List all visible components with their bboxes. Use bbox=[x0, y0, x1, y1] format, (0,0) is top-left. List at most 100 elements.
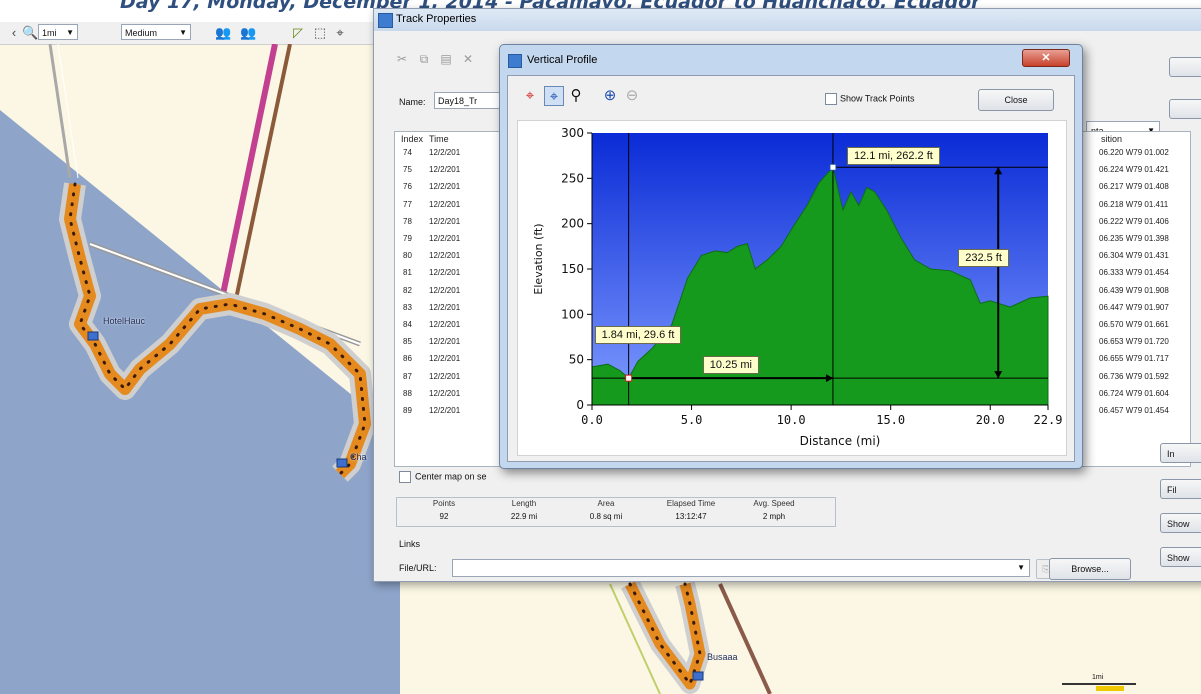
row-time: 12/2/201 bbox=[429, 320, 461, 329]
people-icon[interactable]: 👥 bbox=[215, 25, 232, 40]
min-point-callout: 1.84 mi, 29.6 ft bbox=[594, 326, 682, 345]
side-button-show-2[interactable]: Show bbox=[1160, 547, 1201, 567]
row-index: 82 bbox=[403, 285, 412, 295]
elevation-chart-svg: 0 50 100 150 200 250 300 0.0 5.0 10.0 15.0 20.0 22.9… bbox=[532, 126, 1062, 448]
route-tool-icon[interactable]: ⌖ bbox=[336, 25, 344, 40]
elevation-chart[interactable]: 0 50 100 150 200 250 300 0.0 5.0 10.0 15.0 20.0 22.9… bbox=[517, 120, 1067, 456]
col-header-time[interactable]: Time bbox=[429, 134, 449, 144]
side-button-show-1[interactable]: Show bbox=[1160, 513, 1201, 533]
row-index: 74 bbox=[403, 148, 412, 157]
zoom-select-icon[interactable]: ⚲ bbox=[570, 87, 582, 104]
row-index: 77 bbox=[403, 199, 412, 209]
y-tick-label: 200 bbox=[561, 217, 584, 231]
waypoint-label-busaaa[interactable]: Busaaa bbox=[707, 652, 738, 662]
track-stats: Points 92 Length 22.9 mi Area 0.8 sq mi Elapse… bbox=[396, 497, 836, 527]
table-row[interactable]: 74 12/2/201 06.220 W79 01.002 bbox=[395, 148, 1190, 161]
side-button-in[interactable]: In bbox=[1160, 443, 1201, 463]
table-row[interactable]: 81 12/2/201 06.333 W79 01.454 bbox=[395, 268, 1190, 281]
detail-select-value: Medium bbox=[125, 28, 158, 38]
row-index: 85 bbox=[403, 337, 412, 347]
col-header-position[interactable]: sition bbox=[1101, 134, 1123, 144]
x-tick-label: 5.0 bbox=[681, 413, 703, 427]
row-position: 06.304 W79 01.431 bbox=[1099, 251, 1169, 261]
zoom-out-icon[interactable]: ⊖ bbox=[625, 87, 639, 104]
side-button-fil[interactable]: Fil bbox=[1160, 479, 1201, 499]
row-time: 12/2/201 bbox=[429, 406, 461, 415]
table-row[interactable]: 89 12/2/201 06.457 W79 01.454 bbox=[395, 406, 1190, 419]
table-row[interactable]: 87 12/2/201 06.736 W79 01.592 bbox=[395, 372, 1190, 385]
elevation-callout: 232.5 ft bbox=[958, 248, 1009, 267]
copy-icon[interactable]: ⧉ bbox=[419, 52, 429, 66]
track-properties-titlebar[interactable]: Track Properties bbox=[374, 9, 1201, 31]
elevation-arrow-head-top bbox=[994, 167, 1003, 175]
table-row[interactable]: 83 12/2/201 06.447 W79 01.907 bbox=[395, 303, 1190, 316]
zoom-icon[interactable]: 🔍 bbox=[22, 25, 39, 40]
row-index: 80 bbox=[403, 251, 412, 261]
table-row[interactable]: 76 12/2/201 06.217 W79 01.408 bbox=[395, 182, 1190, 195]
col-header-index[interactable]: Index bbox=[401, 134, 424, 144]
row-index: 89 bbox=[403, 406, 412, 415]
show-track-points-checkbox[interactable] bbox=[825, 93, 837, 105]
side-button-top-1[interactable] bbox=[1169, 57, 1201, 77]
center-map-label: Center map on se bbox=[415, 471, 487, 482]
y-tick-label: 150 bbox=[561, 262, 584, 276]
close-button[interactable]: Close bbox=[978, 89, 1054, 111]
vertical-profile-window: Vertical Profile ✕ ⌖ ⌖ ⚲ ⊕ ⊖ Show Track … bbox=[499, 44, 1083, 469]
row-position: 06.655 W79 01.717 bbox=[1099, 354, 1169, 364]
waypoint-label-cha[interactable]: Cha bbox=[350, 452, 367, 462]
stat-value: 92 bbox=[439, 512, 449, 521]
links-label: Links bbox=[399, 539, 421, 549]
polygon-tool-icon[interactable]: ◸ bbox=[293, 25, 303, 40]
pan-icon[interactable]: ‹ bbox=[11, 25, 17, 40]
table-row[interactable]: 80 12/2/201 06.304 W79 01.431 bbox=[395, 251, 1190, 264]
file-url-input[interactable]: ▼ bbox=[452, 559, 1030, 577]
cut-icon[interactable]: ✂ bbox=[396, 52, 408, 66]
stat-label: Area bbox=[597, 499, 615, 508]
center-map-checkbox[interactable] bbox=[399, 471, 411, 483]
row-time: 12/2/201 bbox=[429, 251, 461, 261]
table-row[interactable]: 78 12/2/201 06.222 W79 01.406 bbox=[395, 217, 1190, 230]
show-track-points-option[interactable]: Show Track Points bbox=[825, 93, 915, 105]
window-close-button[interactable]: ✕ bbox=[1022, 49, 1070, 67]
measure-tool-icon[interactable]: ⌖ bbox=[544, 86, 564, 106]
select-tool-icon[interactable]: ⬚ bbox=[313, 25, 327, 40]
table-row[interactable]: 88 12/2/201 06.724 W79 01.604 bbox=[395, 389, 1190, 402]
name-label: Name: bbox=[399, 97, 426, 107]
paste-icon[interactable]: ▤ bbox=[440, 52, 452, 66]
table-row[interactable]: 86 12/2/201 06.655 W79 01.717 bbox=[395, 354, 1190, 367]
detail-select[interactable]: Medium ▼ bbox=[121, 24, 191, 40]
x-tick-label: 20.0 bbox=[976, 413, 1005, 427]
row-time: 12/2/201 bbox=[429, 388, 461, 398]
file-url-label: File/URL: bbox=[399, 563, 437, 573]
zoom-in-icon[interactable]: ⊕ bbox=[603, 87, 617, 104]
y-axis-label: Elevation (ft) bbox=[532, 223, 545, 294]
elevation-arrow-head-bottom bbox=[994, 371, 1003, 379]
row-index: 78 bbox=[403, 216, 412, 226]
distance-arrow-head bbox=[825, 374, 833, 383]
table-row[interactable]: 77 12/2/201 06.218 W79 01.411 bbox=[395, 200, 1190, 213]
people-alt-icon[interactable]: 👥 bbox=[240, 25, 257, 40]
table-row[interactable]: 75 12/2/201 06.224 W79 01.421 bbox=[395, 165, 1190, 178]
track-icon bbox=[378, 13, 393, 28]
row-position: 06.217 W79 01.408 bbox=[1099, 182, 1169, 192]
row-time: 12/2/201 bbox=[429, 268, 461, 278]
row-time: 12/2/201 bbox=[429, 285, 461, 295]
y-tick-label: 0 bbox=[576, 398, 584, 412]
waypoint-label-hotel[interactable]: HotelHauc bbox=[103, 316, 146, 326]
table-row[interactable]: 85 12/2/201 06.653 W79 01.720 bbox=[395, 337, 1190, 350]
scale-select[interactable]: 1mi ▼ bbox=[38, 24, 78, 40]
side-button-top-2[interactable] bbox=[1169, 99, 1201, 119]
x-tick-label: 0.0 bbox=[581, 413, 603, 427]
crosshair-icon[interactable]: ⌖ bbox=[525, 87, 535, 104]
delete-icon[interactable]: ✕ bbox=[462, 52, 474, 66]
table-row[interactable]: 79 12/2/201 06.235 W79 01.398 bbox=[395, 234, 1190, 247]
row-index: 81 bbox=[403, 268, 412, 278]
row-position: 06.736 W79 01.592 bbox=[1099, 371, 1169, 381]
table-row[interactable]: 84 12/2/201 06.570 W79 01.661 bbox=[395, 320, 1190, 333]
table-row[interactable]: 82 12/2/201 06.439 W79 01.908 bbox=[395, 286, 1190, 299]
browse-button[interactable]: Browse... bbox=[1049, 558, 1131, 580]
row-index: 79 bbox=[403, 234, 412, 243]
row-position: 06.218 W79 01.411 bbox=[1099, 199, 1169, 209]
center-map-option[interactable]: Center map on se bbox=[399, 471, 487, 483]
stat-label: Length bbox=[511, 499, 537, 508]
